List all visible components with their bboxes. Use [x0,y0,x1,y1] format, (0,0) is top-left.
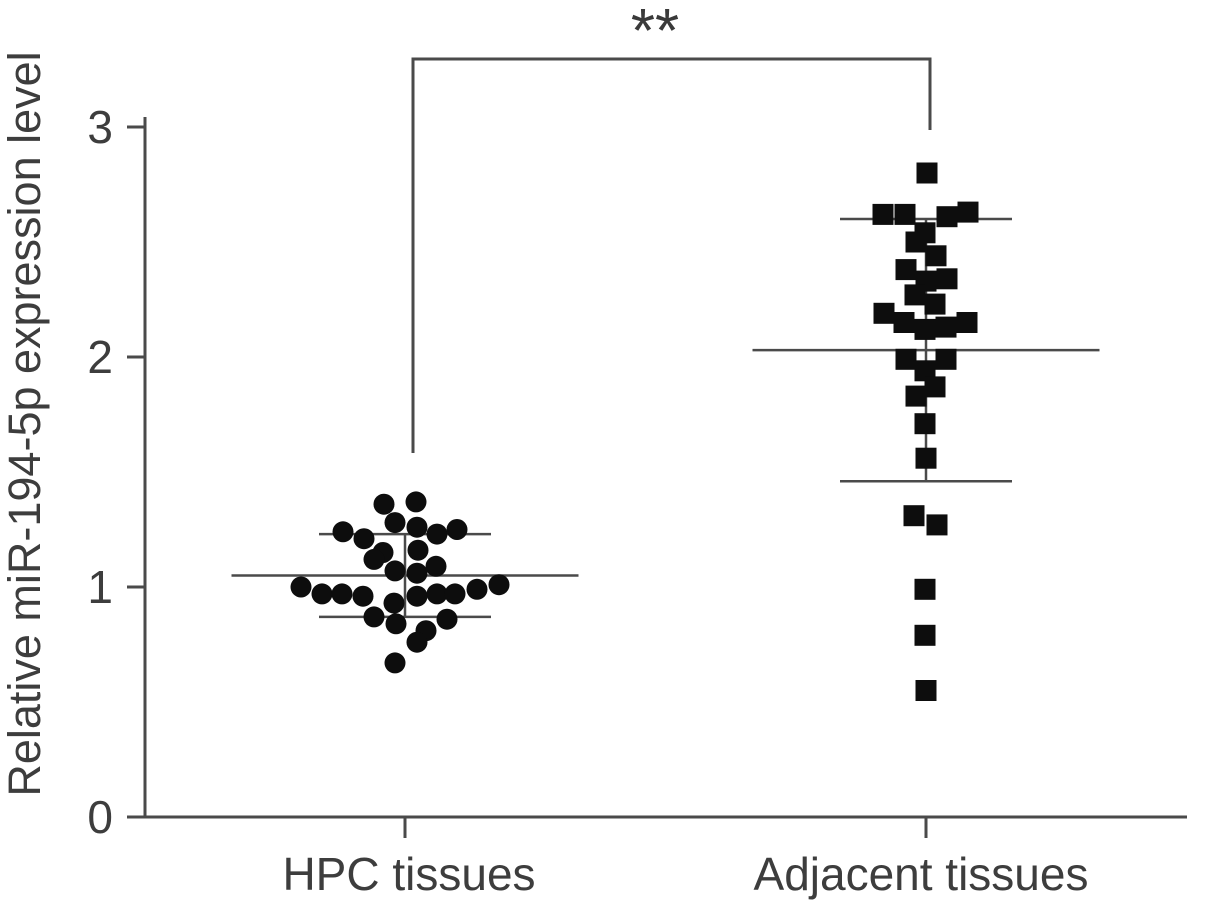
x-label-adjacent-tissues: Adjacent tissues [754,848,1089,900]
data-point-square [957,201,979,223]
data-point-circle [352,585,374,607]
data-point-circle [363,606,385,628]
data-point-square [905,385,927,407]
data-point-square [893,312,915,333]
x-label-hpc-tissues: HPC tissues [282,848,535,900]
y-tick-label-3: 3 [87,101,113,153]
data-point-square [894,203,916,225]
data-point-square [924,376,946,398]
data-point-circle [384,652,406,674]
data-point-circle [311,583,333,605]
data-point-square [916,162,938,184]
data-point-square [895,348,917,370]
data-point-circle [331,583,353,605]
data-point-circle [383,592,405,614]
data-point-square [925,245,947,267]
significance-bracket [411,57,932,453]
data-point-circle [426,523,448,545]
data-point-square [936,268,958,290]
data-point-circle [488,574,510,596]
data-point-circle [373,493,395,515]
data-point-square [924,293,946,315]
data-point-circle [426,583,448,605]
data-point-square [895,259,917,281]
data-point-circle [444,583,466,605]
data-point-circle [406,585,428,607]
data-point-circle [353,528,375,550]
data-point-square [914,413,936,435]
data-point-circle [290,576,312,598]
plot-data-layer [231,57,1100,701]
data-point-square [936,206,958,228]
data-point-circle [363,548,385,570]
data-point-square [914,578,936,600]
data-point-circle [406,516,428,538]
y-tick-label-2: 2 [87,331,113,383]
data-point-circle [436,608,458,630]
data-point-square [914,624,936,646]
y-tick-label-0: 0 [87,791,113,843]
data-point-square [905,231,927,253]
data-point-circle [466,578,488,600]
data-point-square [914,318,936,340]
data-point-square [873,302,895,324]
data-point-circle [332,521,354,543]
data-point-square [915,680,937,701]
data-point-square [914,360,936,382]
data-point-circle [446,519,468,540]
data-point-square [926,514,948,536]
data-point-square [935,348,957,370]
data-point-square [956,312,978,333]
y-axis-title: Relative miR-194-5p expression level [0,51,50,796]
data-point-circle [407,539,429,561]
data-point-square [903,505,925,527]
data-point-square [935,316,957,338]
data-point-circle [385,613,407,635]
data-point-circle [384,512,406,534]
data-point-circle [405,491,427,513]
y-tick-label-1: 1 [87,561,113,613]
data-point-circle [406,562,428,584]
data-point-circle [406,631,428,653]
data-point-circle [384,560,406,582]
data-point-circle [425,555,447,577]
data-point-square [915,447,937,469]
data-point-square [904,284,926,306]
significance-label: ** [631,0,679,66]
data-point-square [872,203,894,225]
